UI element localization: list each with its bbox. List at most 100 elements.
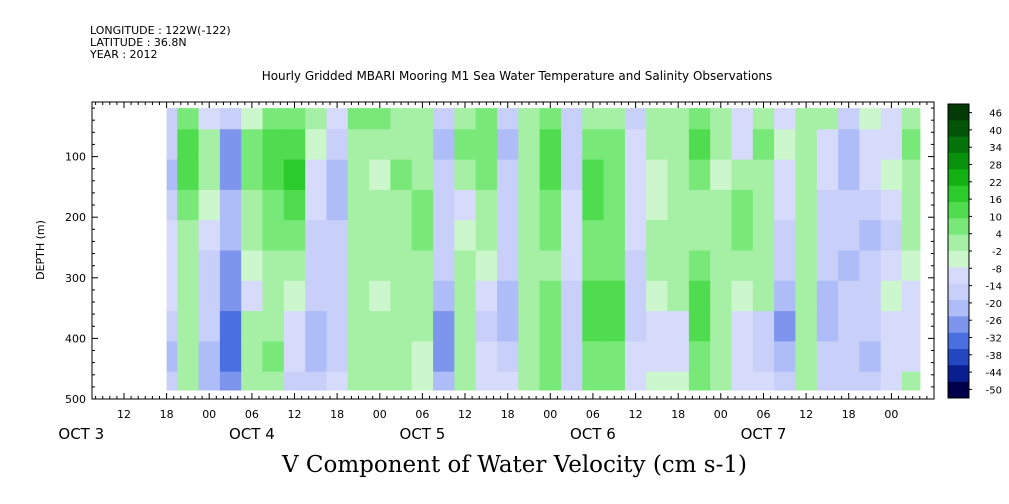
heatmap-cell bbox=[859, 129, 882, 161]
heatmap-cell bbox=[838, 371, 860, 391]
heatmap-cell bbox=[880, 280, 903, 312]
heatmap-cell bbox=[902, 341, 921, 373]
heatmap-cell bbox=[795, 280, 818, 312]
heatmap-cell bbox=[305, 220, 328, 252]
heatmap-cell bbox=[752, 250, 775, 282]
heatmap-cell bbox=[880, 129, 903, 161]
heatmap-cell bbox=[561, 159, 583, 191]
heatmap-cell bbox=[880, 250, 903, 282]
heatmap-cell bbox=[880, 189, 903, 221]
heatmap-cell bbox=[454, 371, 477, 391]
heatmap-cell bbox=[902, 280, 921, 312]
heatmap-cell bbox=[902, 129, 921, 161]
heatmap-cell bbox=[262, 250, 285, 282]
heatmap-cell bbox=[518, 341, 541, 373]
colorbar-swatch bbox=[948, 349, 969, 366]
heatmap-cell bbox=[624, 341, 647, 373]
heatmap-cell bbox=[411, 250, 434, 282]
heatmap-cell bbox=[603, 250, 626, 282]
heatmap-cell bbox=[433, 280, 455, 312]
heatmap-cell bbox=[795, 189, 818, 221]
heatmap-cell bbox=[774, 311, 796, 342]
x-day-label: OCT 5 bbox=[400, 425, 446, 443]
heatmap-cell bbox=[880, 159, 903, 191]
heatmap-cell bbox=[795, 371, 818, 391]
heatmap-cell bbox=[838, 129, 860, 161]
heatmap-cell bbox=[369, 280, 391, 312]
heatmap-cell bbox=[518, 159, 541, 191]
heatmap-cell bbox=[624, 159, 647, 191]
heatmap-cell bbox=[411, 220, 434, 252]
heatmap-cell bbox=[241, 129, 264, 161]
heatmap-cell bbox=[838, 341, 860, 373]
heatmap-cell bbox=[731, 220, 754, 252]
heatmap-cell bbox=[283, 341, 306, 373]
heatmap-cell bbox=[326, 250, 349, 282]
heatmap-cell bbox=[603, 220, 626, 252]
heatmap-cell bbox=[305, 371, 328, 391]
colorbar-swatch bbox=[948, 251, 969, 268]
heatmap-cell bbox=[561, 341, 583, 373]
heatmap-cell bbox=[561, 189, 583, 221]
heatmap-cell bbox=[219, 159, 242, 191]
y-tick-label: 300 bbox=[65, 272, 86, 285]
colorbar-label: 16 bbox=[989, 195, 1002, 206]
heatmap-cell bbox=[390, 311, 413, 342]
heatmap-cell bbox=[497, 220, 519, 252]
heatmap-cell bbox=[710, 311, 733, 342]
heatmap-cell bbox=[561, 311, 583, 342]
heatmap-cell bbox=[838, 280, 860, 312]
heatmap-cell bbox=[646, 108, 669, 130]
heatmap-cell bbox=[347, 341, 370, 373]
heatmap-cell bbox=[688, 129, 711, 161]
heatmap-cell bbox=[688, 220, 711, 252]
longitude-label: LONGITUDE : 122W(-122) bbox=[90, 24, 231, 37]
colorbar-label: -20 bbox=[986, 299, 1002, 310]
heatmap-cell bbox=[433, 311, 455, 342]
heatmap-cell bbox=[283, 250, 306, 282]
heatmap-cell bbox=[646, 129, 669, 161]
heatmap-cell bbox=[497, 311, 519, 342]
heatmap-cell bbox=[198, 220, 221, 252]
heatmap-cell bbox=[518, 108, 541, 130]
heatmap-cell bbox=[475, 311, 498, 342]
heatmap-cell bbox=[688, 108, 711, 130]
heatmap-cell bbox=[539, 129, 562, 161]
heatmap-cell bbox=[838, 159, 860, 191]
heatmap-cell bbox=[795, 311, 818, 342]
heatmap-cell bbox=[198, 341, 221, 373]
colorbar-swatch bbox=[948, 316, 969, 334]
heatmap-cell bbox=[710, 220, 733, 252]
heatmap-cell bbox=[433, 220, 455, 252]
heatmap-cell bbox=[710, 341, 733, 373]
year-label: YEAR : 2012 bbox=[90, 48, 158, 61]
heatmap-cell bbox=[177, 280, 200, 312]
heatmap-cell bbox=[624, 189, 647, 221]
heatmap-cell bbox=[752, 159, 775, 191]
heatmap-cell bbox=[219, 341, 242, 373]
heatmap-cell bbox=[198, 280, 221, 312]
heatmap-cell bbox=[198, 250, 221, 282]
x-tick-label: 06 bbox=[245, 408, 259, 421]
heatmap-cell bbox=[710, 280, 733, 312]
heatmap-cell bbox=[241, 159, 264, 191]
x-tick-label: 00 bbox=[543, 408, 557, 421]
heatmap-cell bbox=[838, 189, 860, 221]
heatmap-cell bbox=[241, 371, 264, 391]
heatmap-cell bbox=[859, 341, 882, 373]
heatmap-cell bbox=[646, 280, 669, 312]
heatmap-cell bbox=[241, 311, 264, 342]
heatmap-cell bbox=[902, 371, 921, 391]
heatmap-cell bbox=[411, 280, 434, 312]
heatmap-cell bbox=[731, 280, 754, 312]
heatmap-cell bbox=[390, 371, 413, 391]
x-tick-label: 18 bbox=[671, 408, 685, 421]
heatmap-cell bbox=[241, 250, 264, 282]
heatmap-cell bbox=[305, 280, 328, 312]
heatmap-cell bbox=[582, 311, 605, 342]
heatmap-cell bbox=[283, 108, 306, 130]
colorbar-swatch bbox=[948, 202, 969, 219]
heatmap-cell bbox=[752, 371, 775, 391]
chart-title: Hourly Gridded MBARI Mooring M1 Sea Wate… bbox=[261, 69, 773, 83]
